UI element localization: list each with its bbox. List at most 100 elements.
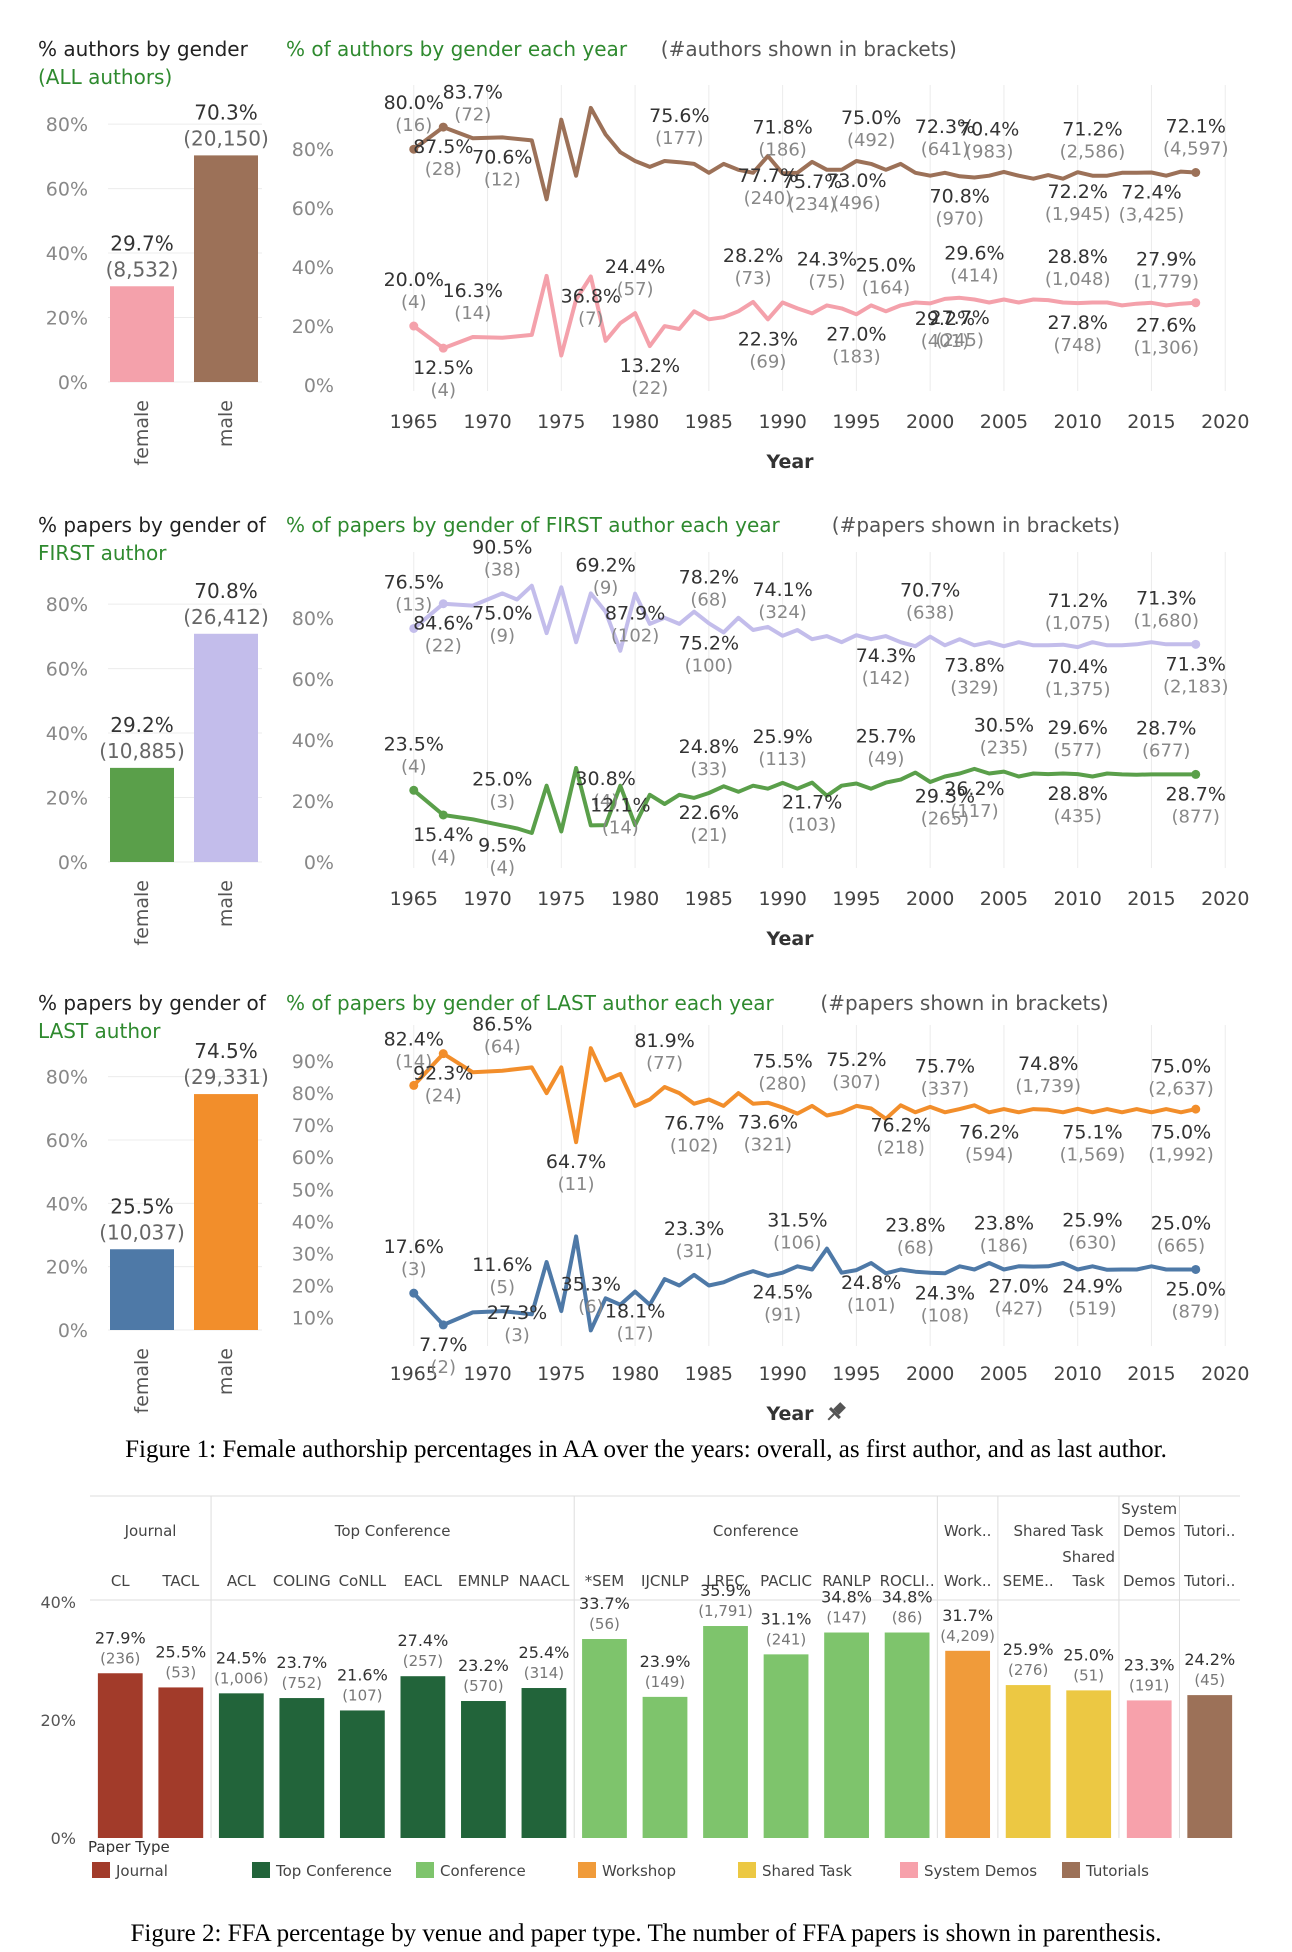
- point-count-label: (102): [611, 626, 659, 647]
- bar-female: [110, 286, 174, 382]
- bar-ytick: 40%: [46, 243, 88, 265]
- bar-category-label: male: [215, 400, 237, 447]
- point-value-label: 27.6%: [1136, 314, 1196, 336]
- point-value-label: 84.6%: [413, 613, 473, 635]
- fig2-bar-*SEM: [582, 1639, 627, 1838]
- line-xtick: 2015: [1127, 1363, 1175, 1385]
- point-value-label: 29.3%: [915, 786, 975, 808]
- fig2-count-label: (51): [1073, 1666, 1104, 1684]
- fig2-legend-label: System Demos: [924, 1862, 1037, 1880]
- point-count-label: (337): [921, 1078, 969, 1099]
- bar-ytick: 0%: [58, 852, 88, 874]
- line-xtick: 1995: [832, 888, 880, 910]
- fig2-count-label: (1,006): [214, 1669, 269, 1687]
- point-count-label: (68): [897, 1238, 934, 1259]
- fig2-value-label: 31.1%: [761, 1609, 812, 1628]
- line-xlabel: Year: [765, 1403, 814, 1425]
- point-count-label: (321): [744, 1135, 792, 1156]
- point-value-label: 27.0%: [826, 323, 886, 345]
- fig2-group-label: Journal: [124, 1522, 177, 1540]
- fig2-value-label: 24.5%: [216, 1648, 267, 1667]
- point-value-label: 24.3%: [797, 248, 857, 270]
- point-count-label: (64): [484, 1037, 521, 1058]
- line-xlabel: Year: [765, 928, 814, 950]
- point-value-label: 35.3%: [561, 1273, 621, 1295]
- fig2-count-label: (236): [100, 1649, 140, 1667]
- line-ytick: 40%: [292, 730, 334, 752]
- point-count-label: (594): [965, 1144, 1013, 1165]
- point-count-label: (24): [425, 1086, 462, 1107]
- fig2-bar-SEME..: [1005, 1685, 1051, 1838]
- line-ytick: 70%: [292, 1115, 334, 1137]
- line-title: % of papers by gender of LAST author eac…: [286, 991, 775, 1015]
- fig2-ytick: 0%: [51, 1829, 76, 1848]
- point-value-label: 25.0%: [1151, 1212, 1211, 1234]
- fig2-bar-ACL: [218, 1693, 264, 1838]
- bar-value-label: 70.8%: [194, 579, 258, 603]
- point-count-label: (49): [867, 749, 904, 770]
- fig2-bar-ROCLI..: [884, 1632, 930, 1838]
- fig2-bar-Shared Task: [1066, 1690, 1112, 1838]
- pin-icon: [827, 1402, 846, 1421]
- point-count-label: (113): [758, 749, 806, 770]
- fig2-value-label: 23.7%: [276, 1653, 327, 1672]
- point-count-label: (496): [832, 193, 880, 214]
- point-value-label: 15.4%: [413, 824, 473, 846]
- fig2-venue-label: LREC: [706, 1572, 745, 1590]
- point-count-label: (102): [670, 1136, 718, 1157]
- point-value-label: 27.3%: [487, 1302, 547, 1324]
- bar-ytick: 20%: [46, 788, 88, 810]
- point-count-label: (748): [1054, 335, 1102, 356]
- point-value-label: 82.4%: [384, 1028, 444, 1050]
- point-count-label: (100): [685, 655, 733, 676]
- point-value-label: 75.6%: [649, 105, 709, 127]
- bar-ytick: 0%: [58, 372, 88, 394]
- series-point: [438, 122, 448, 132]
- fig2-count-label: (276): [1008, 1661, 1048, 1679]
- fig2-value-label: 25.4%: [519, 1643, 570, 1662]
- point-value-label: 75.0%: [1151, 1121, 1211, 1143]
- line-ytick: 10%: [292, 1308, 334, 1330]
- point-count-label: (218): [876, 1137, 924, 1158]
- bar-category-label: female: [131, 880, 153, 946]
- line-xtick: 1970: [463, 1363, 511, 1385]
- fig2-venue-label: SEME..: [1003, 1572, 1054, 1590]
- fig2-group-label: System: [1121, 1500, 1177, 1518]
- bar-title-line2: LAST author: [38, 1019, 161, 1043]
- fig2-value-label: 24.2%: [1184, 1650, 1235, 1669]
- point-value-label: 9.5%: [478, 834, 526, 856]
- point-value-label: 70.4%: [959, 119, 1019, 141]
- line-xtick: 1995: [832, 411, 880, 433]
- series-point: [409, 1080, 419, 1090]
- point-value-label: 17.6%: [384, 1236, 444, 1258]
- point-count-label: (492): [847, 130, 895, 151]
- bar-count-label: (26,412): [183, 605, 269, 629]
- line-xtick: 2020: [1201, 411, 1249, 433]
- point-count-label: (677): [1142, 740, 1190, 761]
- line-xtick: 1985: [685, 1363, 733, 1385]
- line-xtick: 1980: [611, 888, 659, 910]
- line-xtick: 1980: [611, 411, 659, 433]
- fig2-bar-EACL: [400, 1676, 446, 1838]
- bar-ytick: 60%: [46, 179, 88, 201]
- line-ytick: 80%: [292, 139, 334, 161]
- fig2-venue-label: EMNLP: [458, 1572, 509, 1590]
- point-count-label: (414): [950, 266, 998, 287]
- point-count-label: (186): [758, 139, 806, 160]
- series-point: [438, 1049, 448, 1059]
- fig2-value-label: 25.5%: [155, 1642, 206, 1661]
- fig2-venue-label: NAACL: [519, 1572, 570, 1590]
- line-xtick: 2005: [980, 411, 1028, 433]
- point-count-label: (2,183): [1163, 676, 1229, 697]
- point-count-label: (4): [593, 791, 619, 812]
- point-count-label: (4): [431, 380, 457, 401]
- point-value-label: 24.3%: [915, 1282, 975, 1304]
- fig2-legend-title: Paper Type: [88, 1838, 170, 1856]
- fig2-ytick: 20%: [40, 1711, 76, 1730]
- line-ytick: 40%: [292, 1211, 334, 1233]
- point-value-label: 71.2%: [1062, 119, 1122, 141]
- point-value-label: 80.0%: [384, 92, 444, 114]
- point-value-label: 76.5%: [384, 571, 444, 593]
- series-point: [1191, 639, 1201, 649]
- point-count-label: (142): [862, 668, 910, 689]
